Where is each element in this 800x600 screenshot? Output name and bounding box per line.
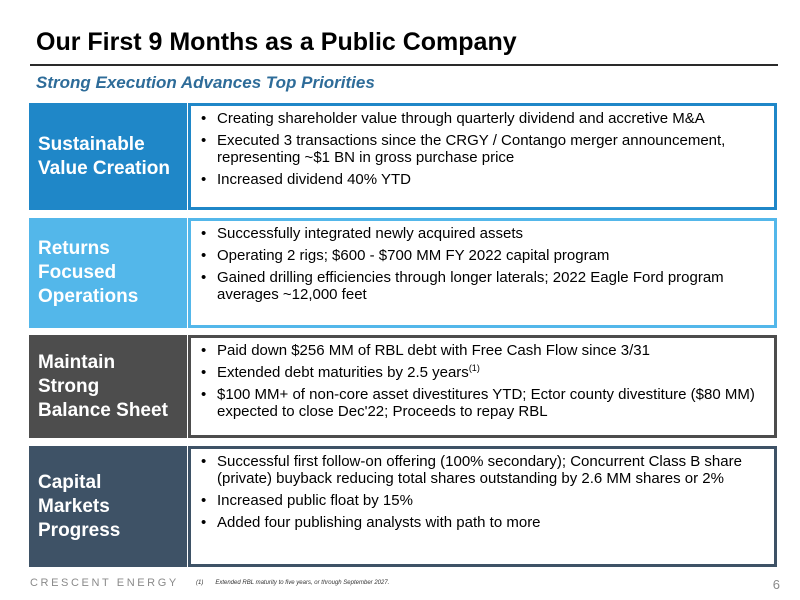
bullet-text: Extended debt maturities by 2.5 years	[217, 364, 469, 381]
bullet-text: Gained drilling efficiencies through lon…	[217, 269, 724, 303]
bullet-icon: •	[201, 514, 207, 531]
section-label-line: Maintain	[38, 351, 116, 373]
footnote-reference: (1)	[468, 363, 480, 373]
bullet-icon: •	[201, 492, 207, 509]
bullet-icon: •	[201, 269, 207, 286]
bullet-icon: •	[201, 386, 207, 403]
bullet-text: $100 MM+ of non-core asset divestitures …	[217, 386, 755, 420]
section-label-line: Focused	[38, 262, 117, 283]
section-sustainable-value-creation: Sustainable Value Creation • Creating sha…	[29, 103, 777, 210]
section-label-line: Progress	[38, 519, 121, 541]
bullet-icon: •	[201, 171, 207, 188]
bullet-icon: •	[201, 342, 207, 359]
bullet-text: Executed 3 transactions since the CRGY /…	[217, 132, 726, 166]
title-divider	[30, 64, 778, 66]
footnote-text: Extended RBL maturity to five years, or …	[215, 580, 390, 586]
bullet-icon: •	[201, 225, 207, 242]
section-label-line: Strong	[38, 375, 100, 397]
bullet-text: Successful first follow-on offering (100…	[217, 453, 742, 487]
section-bullets-box: • Successful first follow-on offering (10…	[188, 446, 777, 567]
bullet-icon: •	[201, 110, 207, 127]
bullet-text: Increased public float by 15%	[217, 492, 413, 509]
section-label: Maintain Strong Balance Sheet	[29, 335, 187, 438]
bullet-text: Operating 2 rigs; $600 - $700 MM FY 2022…	[217, 247, 610, 264]
bullet-icon: •	[201, 364, 207, 381]
bullet-text: Creating shareholder value through quart…	[217, 110, 705, 127]
bullet-item: • Increased public float by 15%	[201, 492, 766, 509]
bullet-item: • Successfully integrated newly acquired …	[201, 225, 766, 242]
section-label: Capital Markets Progress	[29, 446, 187, 567]
page-subtitle: Strong Execution Advances Top Priorities	[36, 73, 375, 92]
section-label: Returns Focused Operations	[29, 218, 187, 328]
footnote: (1) Extended RBL maturity to five years, …	[196, 580, 389, 586]
bullet-item: • Successful first follow-on offering (10…	[201, 453, 766, 487]
section-label-line: Markets	[38, 495, 110, 517]
section-label-line: Sustainable	[38, 133, 145, 155]
bullet-item: • Paid down $256 MM of RBL debt with Free…	[201, 342, 766, 359]
bullet-item: • Operating 2 rigs; $600 - $700 MM FY 202…	[201, 247, 766, 264]
bullet-item: • Added four publishing analysts with pat…	[201, 514, 766, 531]
footnote-number: (1)	[196, 580, 204, 586]
section-bullets-box: • Creating shareholder value through quar…	[188, 103, 777, 210]
section-label-line: Capital	[38, 471, 102, 493]
bullet-icon: •	[201, 132, 207, 149]
bullet-item: • Creating shareholder value through quar…	[201, 110, 766, 127]
bullet-item: • Gained drilling efficiencies through lo…	[201, 269, 766, 303]
section-label-line: Operations	[38, 286, 139, 307]
page-title: Our First 9 Months as a Public Company	[36, 28, 517, 56]
bullet-item: • Extended debt maturities by 2.5 years(1…	[201, 363, 766, 382]
bullet-text: Successfully integrated newly acquired a…	[217, 225, 523, 242]
section-bullets-box: • Successfully integrated newly acquired …	[188, 218, 777, 328]
section-bullets-box: • Paid down $256 MM of RBL debt with Free…	[188, 335, 777, 438]
bullet-icon: •	[201, 453, 207, 470]
section-label-line: Returns	[38, 238, 110, 259]
section-capital-markets-progress: Capital Markets Progress • Successful fir…	[29, 446, 777, 567]
bullet-text: Added four publishing analysts with path…	[217, 514, 541, 531]
section-maintain-strong-balance-sheet: Maintain Strong Balance Sheet • Paid down…	[29, 335, 777, 438]
bullet-item: • Increased dividend 40% YTD	[201, 171, 766, 188]
bullet-text: Increased dividend 40% YTD	[217, 171, 412, 188]
bullet-icon: •	[201, 247, 207, 264]
bullet-item: • Executed 3 transactions since the CRGY …	[201, 132, 766, 166]
section-label: Sustainable Value Creation	[29, 103, 187, 210]
page-number: 6	[772, 577, 780, 592]
section-returns-focused-operations: Returns Focused Operations • Successfully…	[29, 218, 777, 328]
bullet-text: Paid down $256 MM of RBL debt with Free …	[217, 342, 650, 359]
bullet-item: • $100 MM+ of non-core asset divestitures…	[201, 386, 766, 420]
company-logo: CRESCENT ENERGY	[30, 577, 179, 589]
section-label-line: Balance Sheet	[38, 399, 168, 421]
section-label-line: Value Creation	[38, 157, 170, 179]
